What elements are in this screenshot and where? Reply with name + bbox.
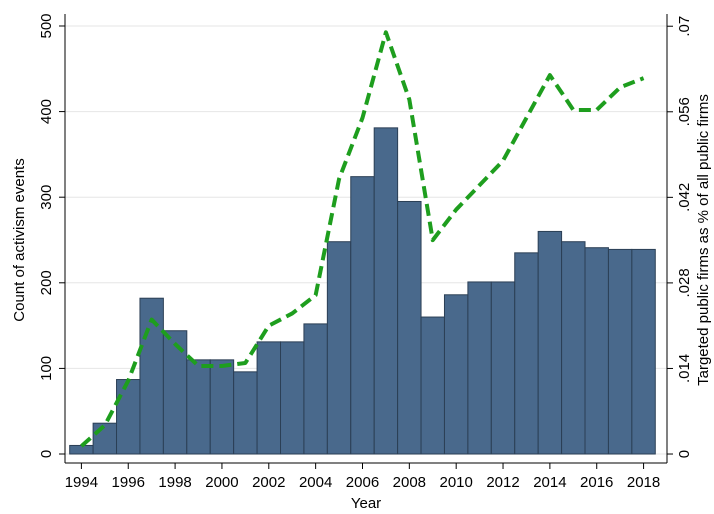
bar (233, 371, 258, 455)
y-tick-label: 200 (38, 270, 55, 295)
bar (350, 176, 375, 455)
y2-axis-title: Targeted public firms as % of all public… (695, 94, 712, 386)
x-axis-title: Year (351, 495, 381, 512)
y-tick-label: 300 (38, 185, 55, 210)
y2-tick-label: .014 (676, 354, 693, 383)
bar (373, 127, 399, 455)
x-tick-label: 2010 (439, 474, 472, 491)
y-tick-label: 400 (38, 99, 55, 124)
y2-tick-label: .07 (676, 16, 693, 37)
bar (561, 241, 586, 455)
x-tick-label: 2004 (299, 474, 332, 491)
x-tick-label: 2018 (627, 474, 660, 491)
bar (537, 230, 563, 455)
bar (69, 444, 94, 455)
bar (420, 316, 445, 455)
bar (584, 247, 609, 455)
x-tick-label: 2000 (205, 474, 238, 491)
x-tick-label: 2014 (533, 474, 566, 491)
x-tick-label: 2012 (486, 474, 519, 491)
y-tick-label: 0 (38, 450, 55, 458)
bar (209, 359, 235, 455)
x-tick-label: 2006 (346, 474, 379, 491)
bar (280, 341, 305, 455)
bar (186, 359, 211, 455)
bar (303, 323, 328, 455)
x-tick-label: 2002 (252, 474, 285, 491)
bar (443, 294, 469, 455)
bar (326, 241, 352, 455)
y2-tick-label: .028 (676, 268, 693, 297)
y-tick-label: 100 (38, 356, 55, 381)
line (80, 30, 645, 448)
x-tick-label: 1996 (112, 474, 145, 491)
x-tick-label: 2016 (580, 474, 613, 491)
bar (607, 248, 633, 455)
bar (631, 248, 656, 455)
bar (514, 252, 539, 455)
y-tick-label: 500 (38, 13, 55, 38)
bar (256, 341, 282, 455)
bar (467, 281, 492, 455)
x-tick-label: 2008 (393, 474, 426, 491)
bar (397, 200, 422, 455)
y2-tick-label: .056 (676, 97, 693, 126)
x-tick-label: 1994 (65, 474, 98, 491)
y2-tick-label: 0 (676, 450, 693, 458)
bar (116, 379, 141, 455)
x-tick-label: 1998 (158, 474, 191, 491)
y2-tick-label: .042 (676, 183, 693, 212)
bar (490, 281, 516, 455)
y-axis-title: Count of activism events (11, 158, 28, 321)
